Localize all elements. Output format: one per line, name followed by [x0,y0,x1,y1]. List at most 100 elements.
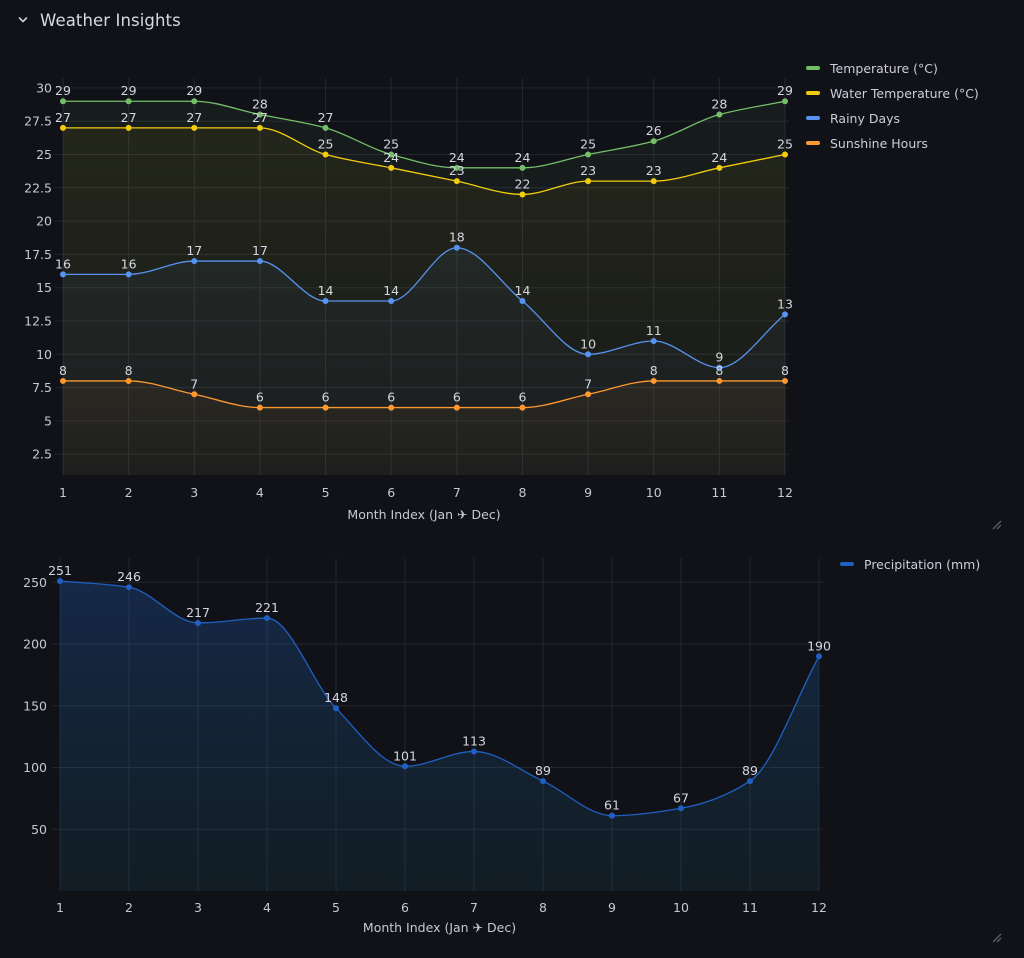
y-tick-label: 150 [23,698,47,713]
water-temperature-c-point[interactable] [650,178,657,185]
legend-item-temperature-c[interactable]: Temperature (°C) [806,59,979,77]
water-temperature-c-point[interactable] [256,124,263,131]
temperature-c-point[interactable] [125,98,132,105]
water-temperature-c-point[interactable] [519,191,526,198]
sunshine-hours-point[interactable] [388,404,395,411]
sunshine-hours-data-label: 8 [650,363,658,378]
x-tick-label: 3 [190,485,198,500]
y-tick-label: 200 [23,637,47,652]
water-temperature-c-point[interactable] [716,164,723,171]
sunshine-hours-data-label: 6 [256,390,264,405]
rainy-days-point[interactable] [453,244,460,251]
water-temperature-c-point[interactable] [322,151,329,158]
legend-label: Sunshine Hours [830,135,928,151]
temperature-c-data-label: 25 [383,137,399,152]
precipitation-mm-point[interactable] [333,705,339,712]
precipitation-mm-point[interactable] [609,812,615,819]
precipitation-mm-point[interactable] [402,763,408,770]
sunshine-hours-point[interactable] [519,404,526,411]
sunshine-hours-point[interactable] [716,377,723,384]
temperature-c-point[interactable] [519,164,526,171]
water-temperature-c-point[interactable] [388,164,395,171]
precipitation-mm-point[interactable] [264,615,270,622]
y-tick-label: 17.5 [24,247,52,262]
legend-item-precipitation-mm[interactable]: Precipitation (mm) [840,555,980,573]
temperature-c-point[interactable] [782,98,788,105]
rainy-days-data-label: 9 [715,350,723,365]
x-tick-label: 11 [711,485,727,500]
water-temperature-c-point[interactable] [125,124,132,131]
rainy-days-point[interactable] [322,298,329,305]
temperature-c-point[interactable] [191,98,198,105]
x-tick-label: 8 [518,485,526,500]
sunshine-hours-point[interactable] [60,377,66,384]
sunshine-hours-point[interactable] [782,377,788,384]
y-tick-label: 2.5 [32,447,52,462]
water-temperature-c-point[interactable] [191,124,198,131]
sunshine-hours-point[interactable] [650,377,657,384]
temperature-c-point[interactable] [60,98,66,105]
rainy-days-point[interactable] [125,271,132,278]
precipitation-mm-point[interactable] [678,805,684,812]
precipitation-mm-point[interactable] [57,578,63,585]
sunshine-hours-point[interactable] [453,404,460,411]
x-tick-label: 4 [256,485,264,500]
precipitation-mm-point[interactable] [816,653,822,660]
precipitation-mm-data-label: 148 [324,690,348,705]
precipitation-mm-point[interactable] [540,778,546,785]
rainy-days-point[interactable] [716,364,723,371]
legend-item-sunshine-hours[interactable]: Sunshine Hours [806,134,979,152]
sunshine-hours-point[interactable] [585,391,592,398]
y-tick-label: 25 [36,147,52,162]
legend-swatch-icon [806,141,820,145]
rainy-days-point[interactable] [60,271,66,278]
legend-swatch-icon [806,66,820,70]
rainy-days-point[interactable] [388,298,395,305]
precipitation-mm-data-label: 251 [48,563,72,578]
y-tick-label: 27.5 [24,114,52,129]
chevron-down-icon[interactable] [16,13,30,27]
sunshine-hours-area [63,380,785,475]
temperature-c-data-label: 27 [318,110,334,125]
sunshine-hours-data-label: 8 [59,363,67,378]
legend-item-water-temperature-c[interactable]: Water Temperature (°C) [806,84,979,102]
rainy-days-point[interactable] [650,337,657,344]
x-tick-label: 6 [401,900,409,915]
temperature-c-point[interactable] [453,164,460,171]
rainy-days-point[interactable] [519,298,526,305]
precipitation-mm-point[interactable] [471,748,477,755]
temperature-c-point[interactable] [716,111,723,118]
temperature-c-point[interactable] [388,151,395,158]
water-temperature-c-data-label: 22 [515,176,531,191]
resize-handle-icon[interactable] [990,931,1002,943]
rainy-days-data-label: 17 [186,243,202,258]
water-temperature-c-point[interactable] [453,178,460,185]
rainy-days-point[interactable] [191,258,198,265]
water-temperature-c-data-label: 24 [383,150,399,165]
legend-item-rainy-days[interactable]: Rainy Days [806,109,979,127]
rainy-days-point[interactable] [256,258,263,265]
precipitation-mm-data-label: 101 [393,748,417,763]
sunshine-hours-point[interactable] [322,404,329,411]
water-temperature-c-point[interactable] [60,124,66,131]
rainy-days-data-label: 14 [515,283,531,298]
temperature-c-point[interactable] [256,111,263,118]
row-header-weather-insights[interactable]: Weather Insights [16,6,181,34]
precipitation-mm-point[interactable] [126,584,132,591]
sunshine-hours-point[interactable] [256,404,263,411]
rainy-days-point[interactable] [782,311,788,318]
sunshine-hours-point[interactable] [125,377,132,384]
water-temperature-c-point[interactable] [782,151,788,158]
precipitation-mm-point[interactable] [747,778,753,785]
temperature-c-point[interactable] [585,151,592,158]
rainy-days-data-label: 16 [55,256,71,271]
temperature-c-point[interactable] [322,124,329,131]
resize-handle-icon[interactable] [990,518,1002,530]
water-temperature-c-point[interactable] [585,178,592,185]
precipitation-mm-point[interactable] [195,620,201,627]
rainy-days-point[interactable] [585,351,592,358]
x-tick-label: 2 [125,900,133,915]
sunshine-hours-point[interactable] [191,391,198,398]
temperature-c-point[interactable] [650,138,657,145]
temperature-c-data-label: 24 [515,150,531,165]
